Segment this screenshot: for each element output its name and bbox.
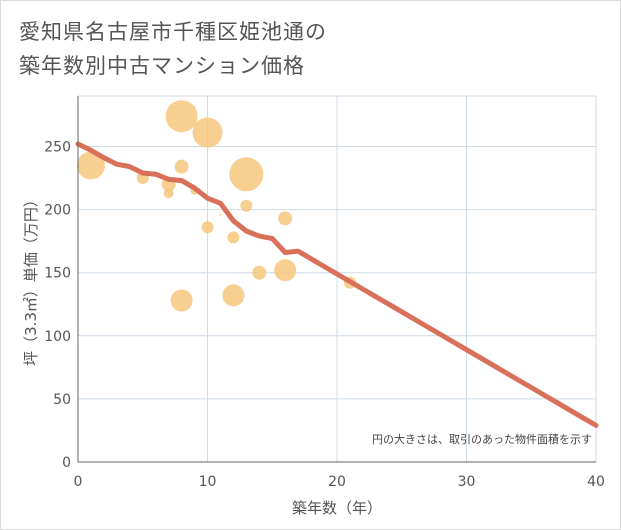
y-tick-label: 0 <box>62 455 71 471</box>
data-bubble <box>274 259 297 282</box>
data-bubble <box>170 289 193 312</box>
data-bubble <box>278 211 293 226</box>
data-bubble <box>165 100 198 133</box>
axes: 0 50 100 150 200 250 0 10 20 30 40 <box>44 96 605 490</box>
x-tick-label: 30 <box>458 474 476 490</box>
x-axis-label: 築年数（年） <box>292 499 382 517</box>
data-bubble <box>222 284 245 307</box>
data-bubble <box>201 221 214 234</box>
y-axis-label: 坪（3.3㎡）単価（万円） <box>22 192 40 366</box>
y-tick-label: 50 <box>53 392 71 408</box>
y-tick-label: 100 <box>44 329 71 345</box>
x-tick-label: 40 <box>587 474 605 490</box>
chart-title: 愛知県名古屋市千種区姫池通の 築年数別中古マンション価格 <box>19 15 327 83</box>
trend-line <box>75 141 599 428</box>
x-tick-label: 0 <box>74 474 83 490</box>
data-bubble <box>219 213 222 216</box>
chart-title-line-2: 築年数別中古マンション価格 <box>19 54 305 78</box>
trend-layer <box>75 141 599 428</box>
bubble-size-note: 円の大きさは、取引のあった物件面積を示す <box>372 432 592 446</box>
data-bubble <box>240 199 253 212</box>
data-bubble <box>252 265 267 280</box>
data-bubble <box>174 159 189 174</box>
x-tick-label: 10 <box>199 474 217 490</box>
bubble-layer <box>76 100 356 312</box>
y-tick-label: 200 <box>44 203 71 219</box>
data-bubble <box>76 151 105 180</box>
x-tick-label: 20 <box>328 474 346 490</box>
chart-title-line-1: 愛知県名古屋市千種区姫池通の <box>19 20 327 44</box>
data-bubble <box>192 117 223 148</box>
grid-lines <box>78 95 597 462</box>
y-tick-label: 250 <box>44 139 71 155</box>
data-bubble <box>229 157 264 192</box>
data-bubble <box>227 231 240 244</box>
y-tick-label: 150 <box>44 266 71 282</box>
